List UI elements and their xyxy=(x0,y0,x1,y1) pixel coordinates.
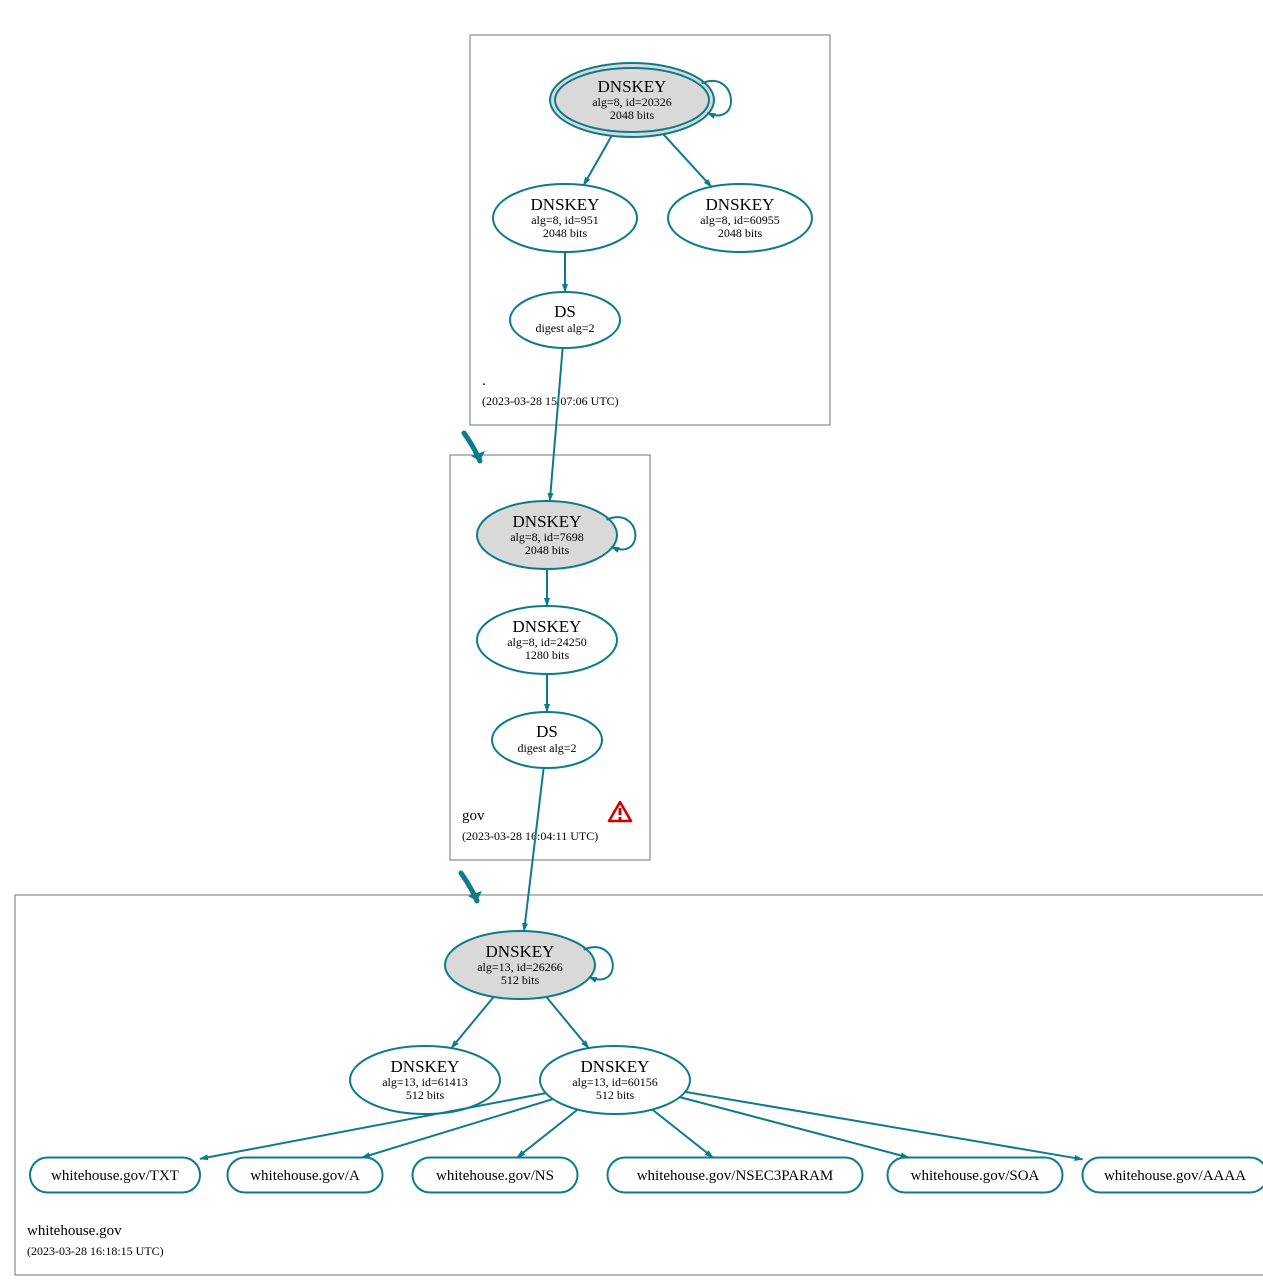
svg-text:DS: DS xyxy=(536,722,558,741)
edge xyxy=(584,136,612,185)
svg-text:2048 bits: 2048 bits xyxy=(543,226,588,240)
svg-text:alg=13, id=60156: alg=13, id=60156 xyxy=(572,1075,658,1089)
svg-text:whitehouse.gov/NSEC3PARAM: whitehouse.gov/NSEC3PARAM xyxy=(637,1168,834,1184)
node-root_zsk1: DNSKEYalg=8, id=9512048 bits xyxy=(493,184,637,252)
svg-text:2048 bits: 2048 bits xyxy=(610,108,655,122)
dnssec-diagram: . (2023-03-28 15:07:06 UTC) gov (2023-03-28… xyxy=(0,0,1263,1282)
edge xyxy=(652,1110,713,1158)
svg-text:alg=8, id=20326: alg=8, id=20326 xyxy=(592,95,672,109)
node-wh_zsk1: DNSKEYalg=13, id=61413512 bits xyxy=(350,1046,500,1114)
node-rr_ns: whitehouse.gov/NS xyxy=(413,1158,578,1193)
svg-text:whitehouse.gov/NS: whitehouse.gov/NS xyxy=(436,1168,554,1184)
svg-text:2048 bits: 2048 bits xyxy=(525,543,570,557)
svg-text:alg=8, id=24250: alg=8, id=24250 xyxy=(507,635,587,649)
svg-text:1280 bits: 1280 bits xyxy=(525,648,570,662)
node-gov_ksk: DNSKEYalg=8, id=76982048 bits xyxy=(477,501,635,569)
edge xyxy=(524,768,544,931)
edge xyxy=(685,1092,1082,1159)
svg-text:alg=8, id=951: alg=8, id=951 xyxy=(531,213,599,227)
node-rr_aaaa: whitehouse.gov/AAAA xyxy=(1083,1158,1263,1193)
node-rr_a: whitehouse.gov/A xyxy=(228,1158,383,1193)
svg-text:DNSKEY: DNSKEY xyxy=(706,195,775,214)
svg-text:512 bits: 512 bits xyxy=(406,1088,445,1102)
svg-text:whitehouse.gov/AAAA: whitehouse.gov/AAAA xyxy=(1104,1168,1246,1184)
svg-text:2048 bits: 2048 bits xyxy=(718,226,763,240)
edge xyxy=(680,1097,909,1157)
node-wh_zsk2: DNSKEYalg=13, id=60156512 bits xyxy=(540,1046,690,1114)
svg-text:(2023-03-28 15:07:06 UTC): (2023-03-28 15:07:06 UTC) xyxy=(482,394,619,408)
node-rr_n3p: whitehouse.gov/NSEC3PARAM xyxy=(608,1158,863,1193)
svg-text:.: . xyxy=(482,373,486,389)
svg-text:DNSKEY: DNSKEY xyxy=(598,77,667,96)
svg-text:DNSKEY: DNSKEY xyxy=(391,1057,460,1076)
node-gov_ds: DSdigest alg=2 xyxy=(492,712,602,768)
edge xyxy=(663,134,711,187)
svg-text:whitehouse.gov/SOA: whitehouse.gov/SOA xyxy=(911,1168,1040,1184)
svg-text:DS: DS xyxy=(554,302,576,321)
svg-text:alg=13, id=61413: alg=13, id=61413 xyxy=(382,1075,468,1089)
svg-text:DNSKEY: DNSKEY xyxy=(513,512,582,531)
svg-text:(2023-03-28 16:18:15 UTC): (2023-03-28 16:18:15 UTC) xyxy=(27,1244,164,1258)
edge xyxy=(546,997,588,1048)
svg-text:alg=13, id=26266: alg=13, id=26266 xyxy=(477,960,563,974)
node-root_zsk2: DNSKEYalg=8, id=609552048 bits xyxy=(668,184,812,252)
node-rr_txt: whitehouse.gov/TXT xyxy=(30,1158,200,1193)
svg-text:digest alg=2: digest alg=2 xyxy=(517,741,576,755)
node-gov_zsk: DNSKEYalg=8, id=242501280 bits xyxy=(477,606,617,674)
svg-text:DNSKEY: DNSKEY xyxy=(581,1057,650,1076)
svg-text:DNSKEY: DNSKEY xyxy=(531,195,600,214)
svg-text:gov: gov xyxy=(462,808,485,824)
svg-text:whitehouse.gov: whitehouse.gov xyxy=(27,1223,122,1239)
svg-text:whitehouse.gov/A: whitehouse.gov/A xyxy=(250,1168,360,1184)
svg-text:512 bits: 512 bits xyxy=(501,973,540,987)
svg-text:whitehouse.gov/TXT: whitehouse.gov/TXT xyxy=(51,1168,179,1184)
svg-text:alg=8, id=7698: alg=8, id=7698 xyxy=(510,530,584,544)
warning-icon xyxy=(609,802,631,821)
node-root_ksk: DNSKEYalg=8, id=203262048 bits xyxy=(550,63,731,137)
svg-text:alg=8, id=60955: alg=8, id=60955 xyxy=(700,213,780,227)
svg-text:digest alg=2: digest alg=2 xyxy=(535,321,594,335)
svg-text:512 bits: 512 bits xyxy=(596,1088,635,1102)
svg-text:(2023-03-28 16:04:11 UTC): (2023-03-28 16:04:11 UTC) xyxy=(462,829,598,843)
svg-text:DNSKEY: DNSKEY xyxy=(486,942,555,961)
svg-text:DNSKEY: DNSKEY xyxy=(513,617,582,636)
node-rr_soa: whitehouse.gov/SOA xyxy=(888,1158,1063,1193)
edge xyxy=(451,997,493,1048)
node-wh_ksk: DNSKEYalg=13, id=26266512 bits xyxy=(445,931,613,999)
node-root_ds: DSdigest alg=2 xyxy=(510,292,620,348)
edge xyxy=(517,1110,578,1158)
